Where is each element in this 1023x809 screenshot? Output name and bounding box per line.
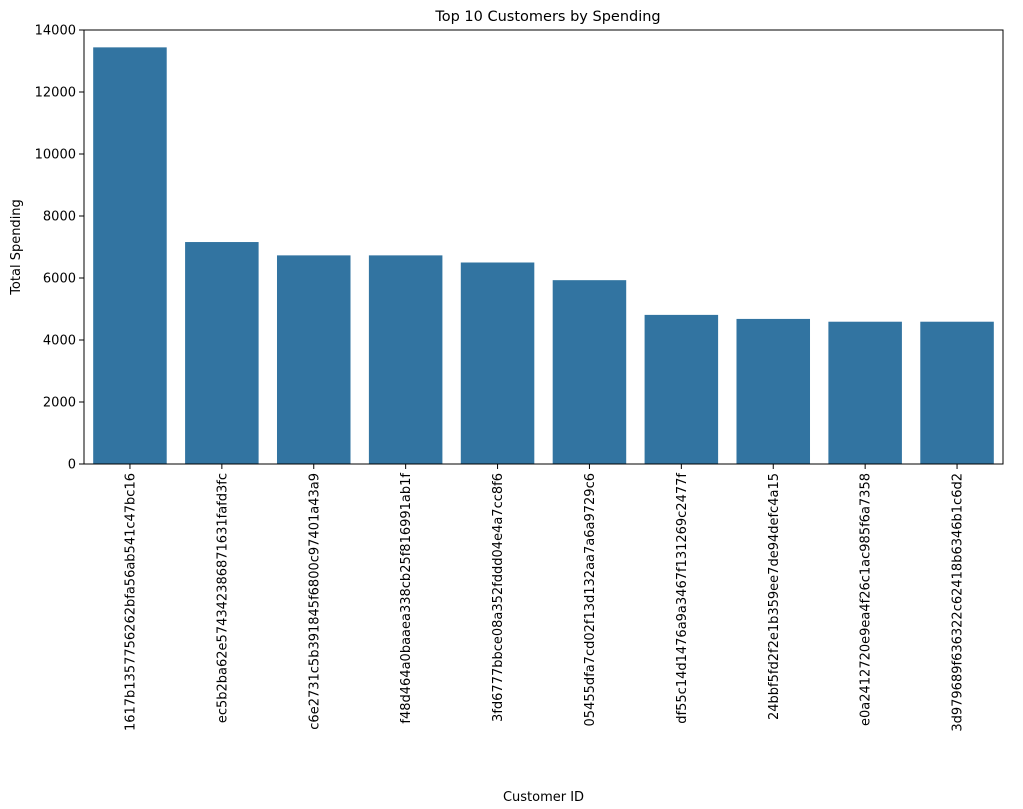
bar-3 <box>276 255 351 464</box>
x-tick-label: 3fd6777bbce08a352fddd04e4a7cc8f6 <box>491 473 506 722</box>
x-axis: 1617b1357756262bfa56ab541c47bc16 ec5b2ba6… <box>123 464 966 732</box>
bar-4 <box>368 255 443 464</box>
x-tick-label: e0a2412720e9ea4f26c1ac985f6a7358 <box>859 473 874 726</box>
x-tick-label: 1617b1357756262bfa56ab541c47bc16 <box>123 473 138 731</box>
y-tick-label: 14000 <box>35 24 76 39</box>
bar-8 <box>736 318 811 464</box>
x-tick-label: ec5b2ba62e574342386871631fafd3fc <box>215 473 230 723</box>
bar-7 <box>644 314 719 464</box>
x-tick-label: c6e2731c5b391845f6800c97401a43a9 <box>307 473 322 730</box>
x-tick-label: f48d464a0baaea338cb25f816991ab1f <box>399 473 414 724</box>
x-tick-label: 05455dfa7cd02f13d132aa7a6a9729c6 <box>583 473 598 726</box>
y-tick-label: 8000 <box>43 210 76 225</box>
x-tick-label: df55c14d1476a9a3467f131269c2477f <box>675 473 690 724</box>
x-axis-title: Customer ID <box>503 790 584 805</box>
bars-group <box>93 47 994 465</box>
y-tick-label: 2000 <box>43 396 76 411</box>
bar-9 <box>828 321 902 464</box>
y-tick-label: 0 <box>68 458 76 473</box>
bar-5 <box>460 262 535 464</box>
y-tick-label: 10000 <box>35 148 76 163</box>
x-tick-label: 3d979689f636322c62418b6346b1c6d2 <box>951 473 966 732</box>
y-tick-label: 12000 <box>35 86 76 101</box>
x-tick-label: 24bbf5fd2f2e1b359ee7de94defc4a15 <box>767 473 782 720</box>
bar-10 <box>920 321 994 464</box>
bar-2 <box>185 242 259 464</box>
y-tick-label: 4000 <box>43 334 76 349</box>
chart-title: Top 10 Customers by Spending <box>434 9 660 25</box>
y-axis-title: Total Spending <box>9 199 24 296</box>
bar-1 <box>93 47 167 465</box>
plot-frame <box>83 29 1004 465</box>
y-tick-label: 6000 <box>43 272 76 287</box>
y-axis: 0 2000 4000 6000 8000 10000 12000 14000 <box>35 24 84 473</box>
bar-6 <box>552 280 627 464</box>
